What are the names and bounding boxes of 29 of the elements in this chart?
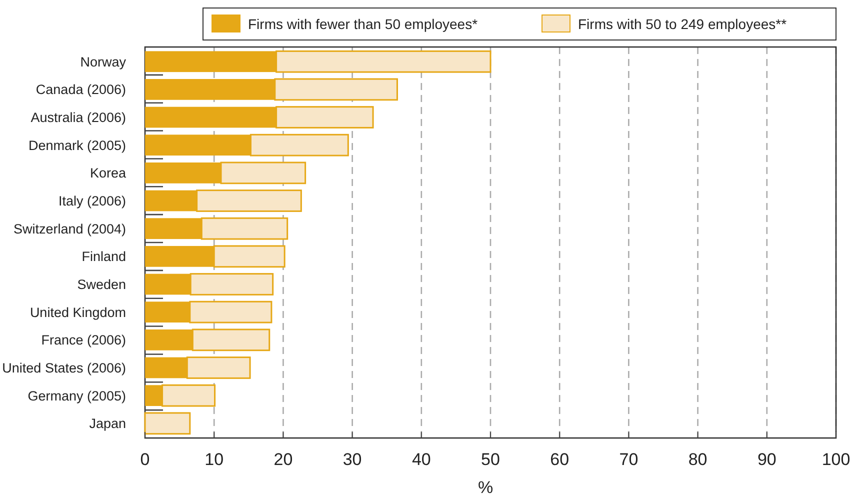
y-tick-label: Australia (2006) (30, 110, 126, 125)
x-tick-label: 70 (619, 450, 638, 469)
y-tick-label: Finland (82, 249, 126, 264)
x-tick-label: 30 (342, 450, 362, 469)
y-tick-label: France (2006) (41, 332, 126, 348)
y-tick-label: Canada (2006) (36, 82, 126, 98)
y-tick-label: Denmark (2005) (28, 138, 126, 153)
legend-label: Firms with fewer than 50 employees* (248, 16, 478, 32)
y-tick-label: United States (2006) (2, 360, 126, 376)
bar (144, 412, 191, 435)
x-axis-title: % (478, 478, 494, 495)
y-tick-label: Japan (89, 416, 126, 432)
y-tick-label: Norway (80, 54, 126, 70)
x-tick-label: 10 (204, 450, 224, 469)
x-tick-label: 60 (550, 450, 570, 469)
x-tick-label: 90 (757, 450, 776, 469)
x-tick-label: 20 (274, 450, 293, 469)
y-tick-label: Korea (90, 166, 126, 181)
x-tick-label: 50 (481, 450, 500, 469)
y-tick-label: Germany (2005) (28, 388, 126, 404)
y-tick-label: Sweden (77, 276, 126, 292)
y-tick-label: Switzerland (2004) (13, 221, 126, 236)
y-tick-label: United Kingdom (30, 304, 126, 320)
legend-label: Firms with 50 to 249 employees** (578, 16, 788, 32)
x-tick-label: 100 (822, 450, 850, 469)
x-tick-label: 0 (140, 450, 150, 469)
x-tick-label: 40 (412, 450, 431, 469)
x-tick-label: 80 (688, 450, 708, 469)
y-tick-label: Italy (2006) (58, 193, 126, 208)
